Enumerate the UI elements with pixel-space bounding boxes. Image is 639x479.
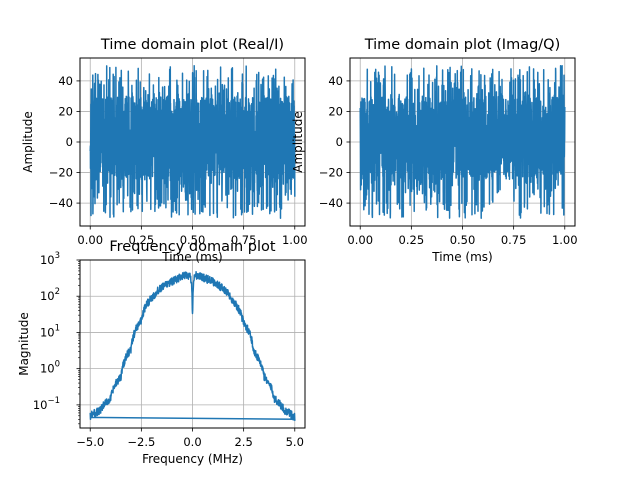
x-axis-label: Frequency (MHz): [142, 452, 243, 466]
y-tick-label: −40: [319, 196, 343, 210]
x-tick-label: 0.75: [501, 233, 527, 247]
y-tick-label: 40: [58, 74, 73, 88]
x-tick-label: 0.25: [129, 233, 155, 247]
y-axis-label: Amplitude: [291, 111, 305, 173]
y-tick-label: −20: [49, 166, 73, 180]
y-tick-label: −40: [49, 196, 73, 210]
y-tick-label: 40: [328, 74, 343, 88]
y-axis-label: Magnitude: [17, 312, 31, 376]
x-tick-label: 5.0: [286, 435, 304, 449]
ticks: 0.00 0.25 0.50 0.75 1.00 −40 −20 0 20 40: [49, 74, 308, 247]
plot-area: [359, 64, 566, 220]
y-tick-exponent: 0: [55, 360, 60, 370]
x-tick-label: 0.50: [450, 233, 476, 247]
y-axis-label: Amplitude: [21, 111, 35, 173]
plot-area: [89, 64, 296, 219]
x-tick-label: 0.00: [77, 233, 103, 247]
y-tick-exponent: 3: [55, 251, 60, 261]
x-tick-label: −2.5: [127, 435, 155, 449]
y-tick-label: 20: [328, 104, 343, 118]
x-tick-label: 0.00: [347, 233, 373, 247]
x-axis-label: Time (ms): [431, 250, 493, 264]
x-tick-label: 2.5: [234, 435, 252, 449]
x-tick-label: 0.50: [180, 233, 206, 247]
plot-area: [89, 270, 296, 422]
x-tick-label: 0.25: [399, 233, 425, 247]
x-tick-label: 0.75: [231, 233, 257, 247]
ticks: 0.00 0.25 0.50 0.75 1.00 −40 −20 0 20 40: [319, 74, 578, 247]
y-tick-label: −20: [319, 166, 343, 180]
x-tick-label: 0.0: [183, 435, 201, 449]
y-tick-label: 0: [66, 135, 73, 149]
x-tick-label: 1.00: [552, 233, 578, 247]
chart-title: Time domain plot (Imag/Q): [364, 37, 561, 53]
y-tick-exponent: −1: [47, 396, 60, 406]
y-tick-exponent: 1: [55, 323, 60, 333]
chart-title: Time domain plot (Real/I): [100, 37, 284, 53]
y-tick-exponent: 2: [55, 287, 60, 297]
subplot-time-real: 0.00 0.25 0.50 0.75 1.00 −40 −20 0 20 40 Time dom…: [21, 37, 308, 264]
chart-title: Frequency domain plot: [109, 239, 276, 255]
x-tick-label: −5.0: [76, 435, 104, 449]
y-tick-label: 20: [58, 104, 73, 118]
data-series-line: [89, 64, 296, 219]
y-tick-label: 0: [336, 135, 343, 149]
subplot-time-imag: 0.00 0.25 0.50 0.75 1.00 −40 −20 0 20 40 Time dom…: [291, 37, 578, 264]
data-series-line: [359, 64, 566, 220]
data-series-line: [89, 270, 296, 422]
x-tick-label: 1.00: [282, 233, 308, 247]
